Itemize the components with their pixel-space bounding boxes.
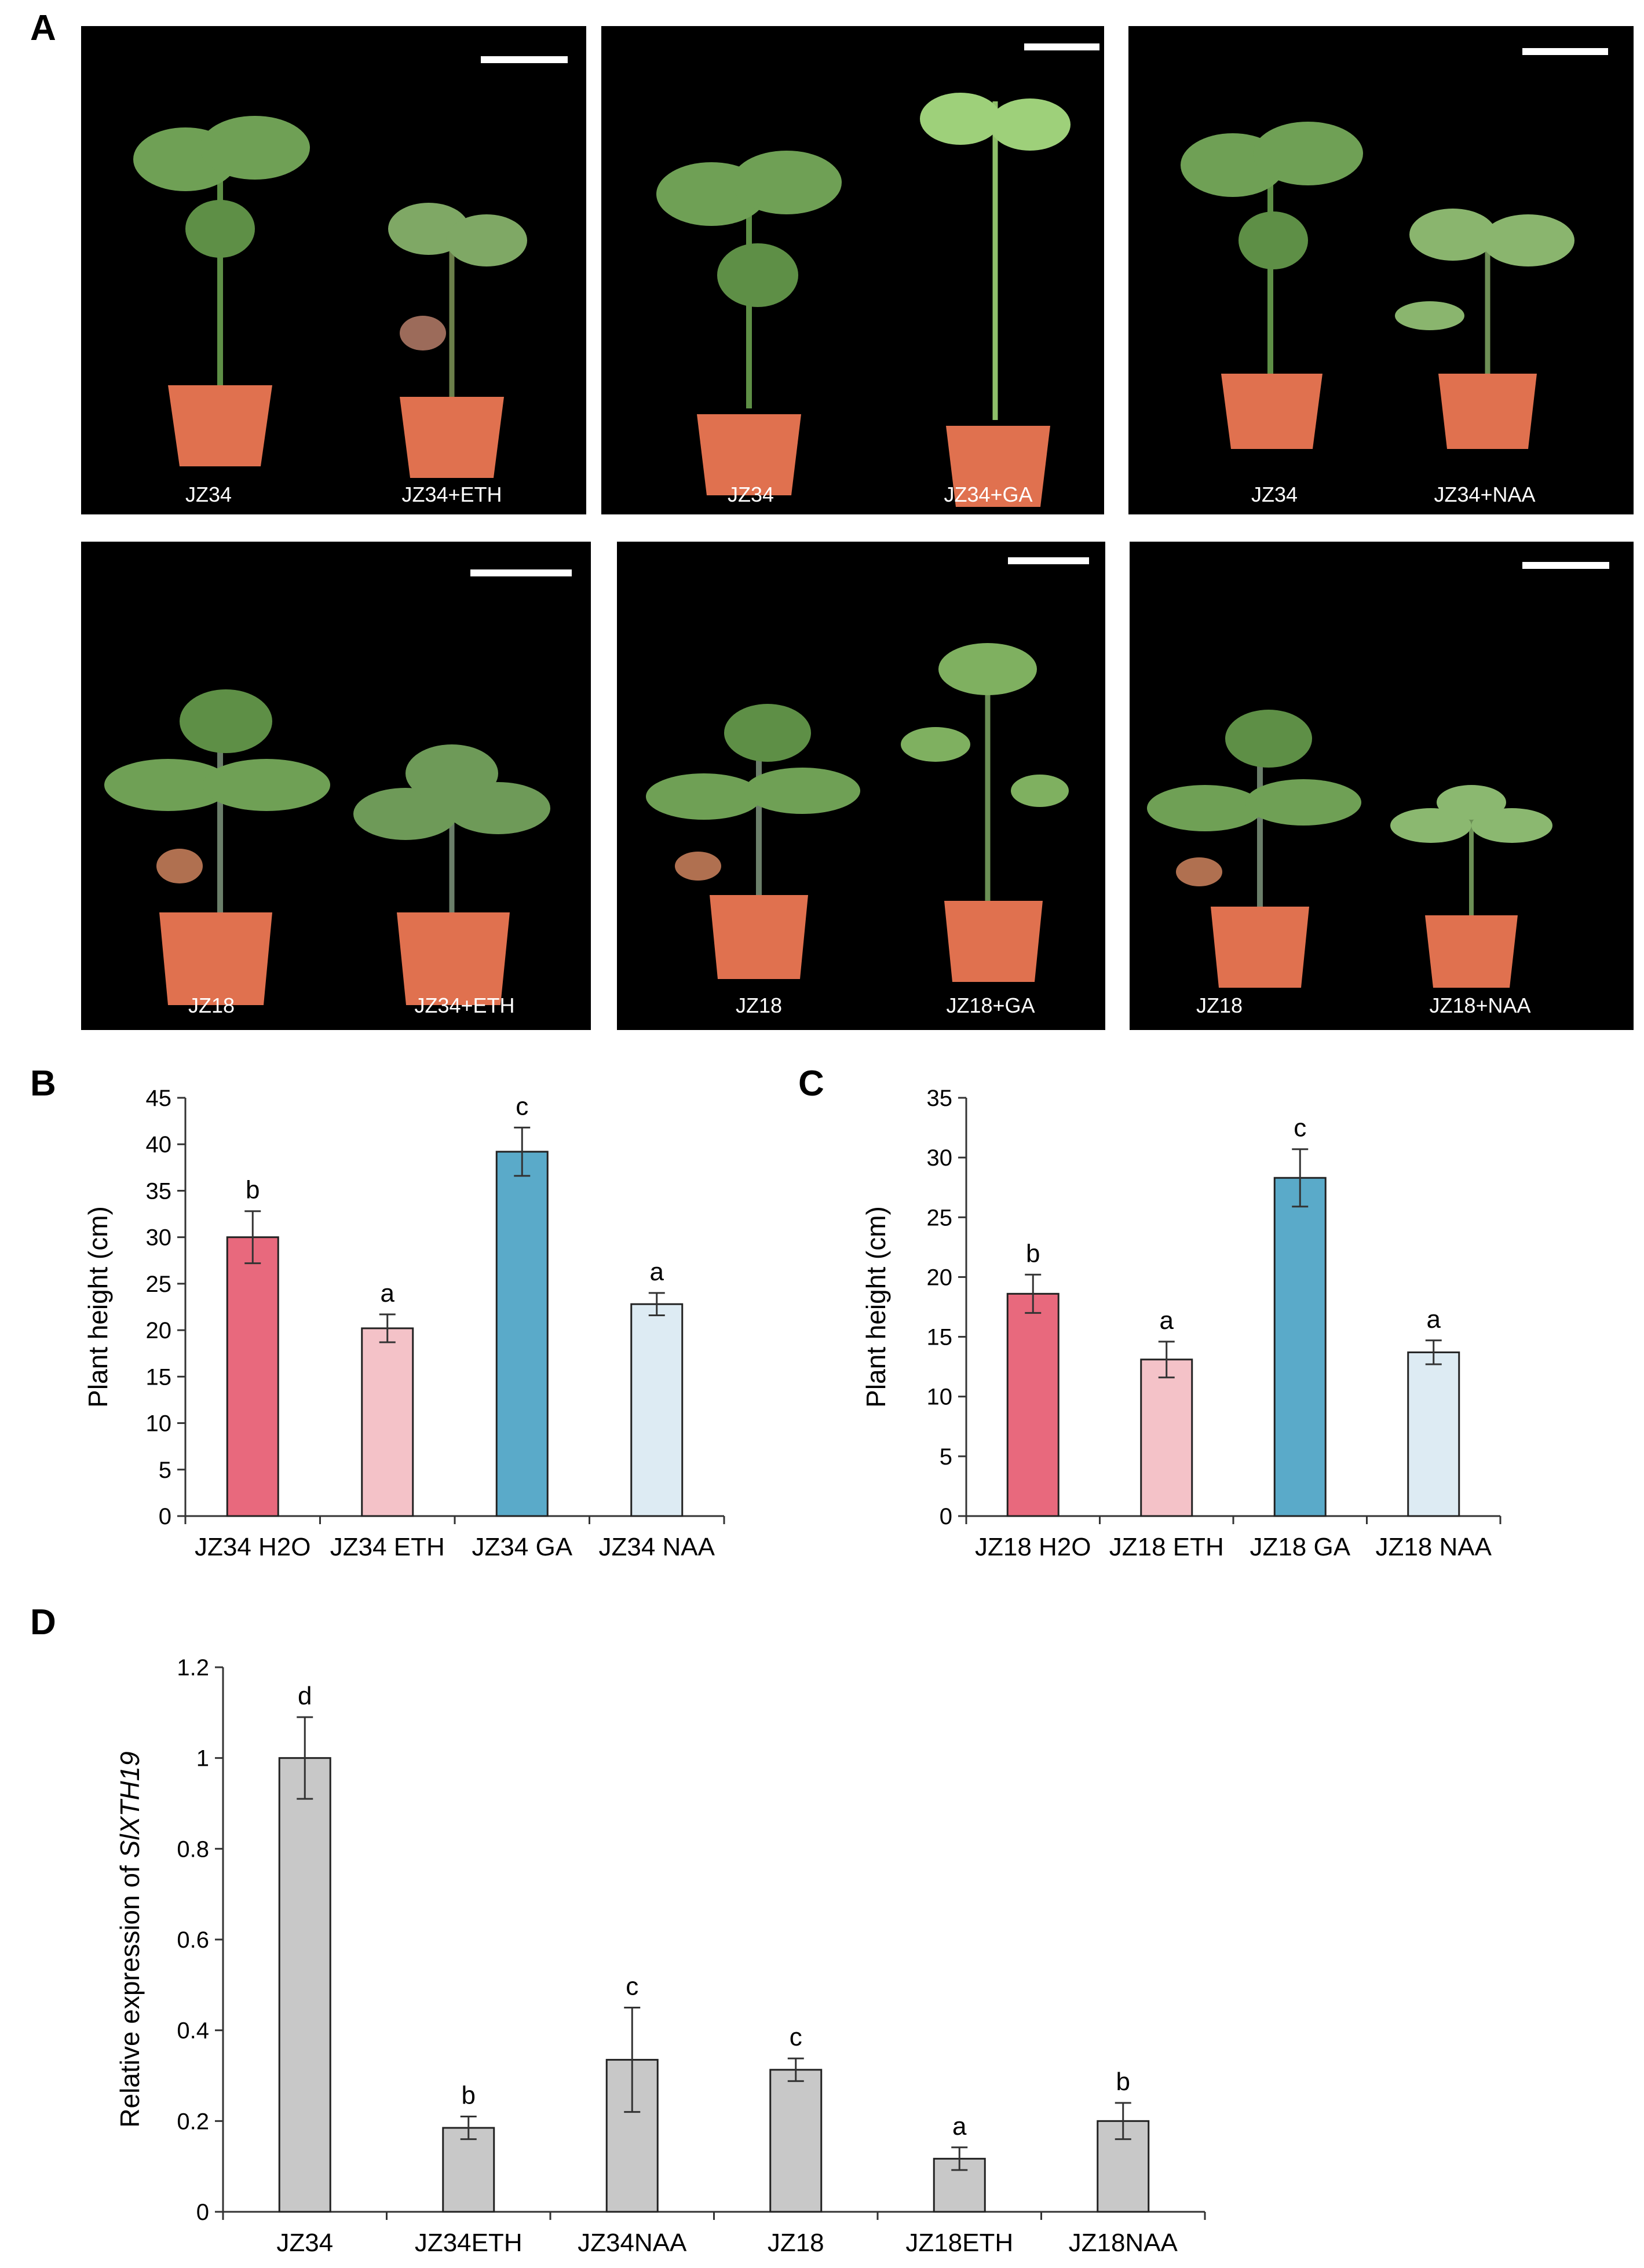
scale-bar: [470, 569, 572, 576]
photo-label-left: JZ18: [188, 994, 235, 1017]
photo-label-right: JZ18+NAA: [1429, 994, 1531, 1017]
y-tick-label: 5: [159, 1458, 171, 1483]
y-tick-label: 30: [146, 1225, 172, 1251]
x-tick-label: JZ34 NAA: [598, 1533, 715, 1561]
scale-bar: [1008, 557, 1089, 564]
y-tick-label: 15: [146, 1364, 172, 1390]
photo-jz18-ga: JZ18 JZ18+GA: [617, 542, 1105, 1030]
photo-jz34-ga: JZ34 JZ34+GA: [601, 26, 1104, 514]
y-axis-label: Plant height (cm): [83, 1206, 113, 1408]
plant-illustration: [1181, 122, 1574, 449]
photo-label-left: JZ34: [1251, 483, 1298, 506]
photo-label-left: JZ34: [185, 483, 232, 506]
plant-illustration: [656, 93, 1071, 507]
bar: [361, 1327, 414, 1517]
scale-bar: [1522, 562, 1609, 569]
significance-letter: a: [650, 1258, 664, 1286]
scale-bar: [481, 56, 568, 63]
photo-label-right: JZ18+GA: [946, 994, 1035, 1017]
bar: [630, 1303, 684, 1517]
photo-jz34-eth: JZ34 JZ34+ETH: [81, 26, 586, 514]
panel-label-c: C: [798, 1064, 824, 1104]
y-tick-label: 25: [146, 1272, 172, 1297]
y-tick-label: 10: [146, 1411, 172, 1437]
significance-letter: c: [516, 1092, 528, 1120]
panel-label-b: B: [30, 1064, 56, 1104]
photo-label-right: JZ34+ETH: [401, 483, 502, 506]
y-tick-label: 45: [146, 1086, 172, 1111]
bar: [226, 1236, 279, 1517]
photo-jz18-naa: JZ18 JZ18+NAA: [1130, 542, 1634, 1030]
photo-label-right: JZ34+NAA: [1434, 483, 1536, 506]
panel-label-a: A: [30, 8, 56, 48]
plant-illustration: [646, 643, 1069, 982]
photo-label-left: JZ18: [735, 994, 783, 1017]
photo-jz34-naa: JZ34 JZ34+NAA: [1128, 26, 1634, 514]
plant-illustration: [104, 689, 550, 1005]
photo-label-left: JZ34: [727, 483, 774, 506]
y-tick-label: 20: [146, 1318, 172, 1343]
y-tick-label: 35: [146, 1178, 172, 1204]
panel-label-d: D: [30, 1602, 56, 1642]
scale-bar: [1522, 48, 1608, 55]
y-tick-label: 40: [146, 1132, 172, 1157]
x-tick-label: JZ34 H2O: [195, 1533, 311, 1561]
plant-illustration: [133, 116, 527, 478]
y-tick-label: 0: [159, 1504, 171, 1529]
significance-letter: b: [246, 1176, 260, 1204]
bar: [495, 1151, 549, 1517]
photo-label-right: JZ34+GA: [944, 483, 1033, 506]
x-tick-label: JZ34 ETH: [330, 1533, 445, 1561]
photo-label-right: JZ34+ETH: [414, 994, 515, 1017]
photo-label-left: JZ18: [1196, 994, 1243, 1017]
x-tick-label: JZ34 GA: [472, 1533, 572, 1561]
photo-jz18-eth: JZ18 JZ34+ETH: [81, 542, 591, 1030]
significance-letter: a: [381, 1279, 395, 1308]
scale-bar: [1024, 43, 1099, 50]
plant-illustration: [1147, 710, 1552, 988]
